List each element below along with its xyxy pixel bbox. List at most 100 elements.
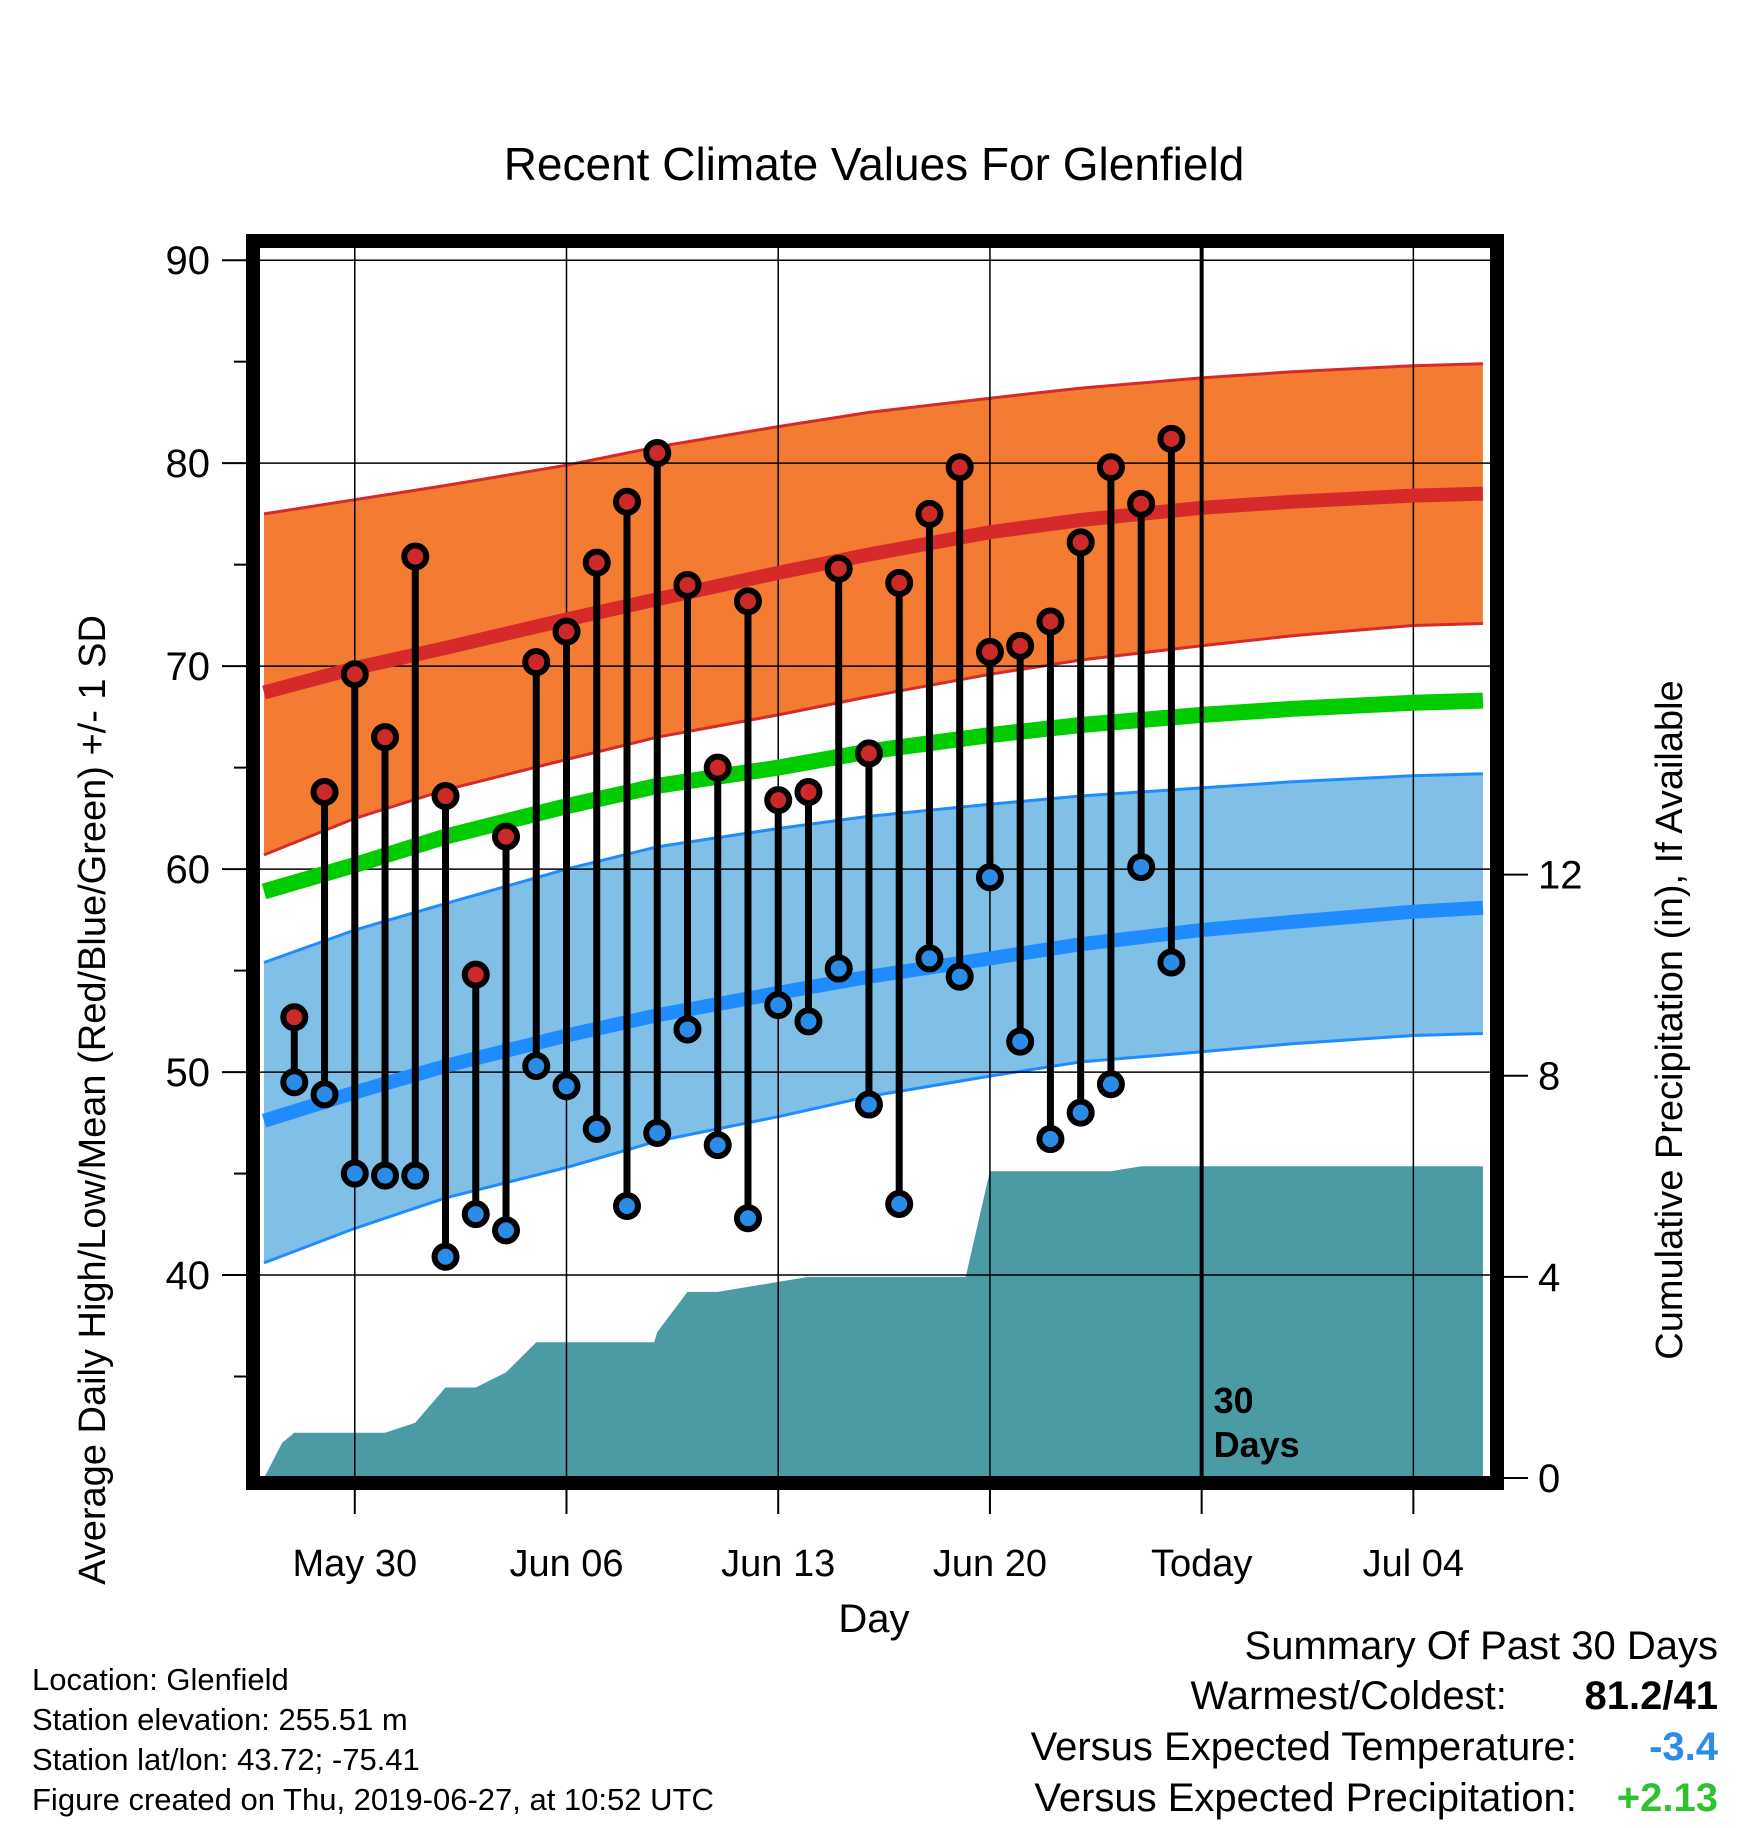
y2-axis-label: Cumulative Precipitation (in), If Availa… (1649, 680, 1691, 1359)
high-normal-band-upper-edge (263, 362, 1483, 516)
observed-low-point (280, 1068, 309, 1097)
summary-temp-row: Versus Expected Temperature: -3.4 (1031, 1725, 1718, 1770)
observed-low-point (885, 1189, 914, 1218)
y2-tick-label: 12 (1538, 854, 1583, 898)
summary-warmest-label: Warmest/Coldest: (1190, 1674, 1507, 1718)
observed-low-point (794, 1007, 823, 1036)
y2-tick-label: 8 (1538, 1055, 1560, 1099)
y-tick-label: 70 (166, 645, 211, 689)
observed-low-point (340, 1159, 369, 1188)
observed-high-point (552, 617, 581, 646)
observed-high-point (612, 487, 641, 516)
observed-low-point (612, 1192, 641, 1221)
observed-low-point (643, 1118, 672, 1147)
high-normal-line (262, 486, 1484, 700)
observed-low-point (975, 863, 1004, 892)
summary-warmest-row: Warmest/Coldest: 81.2/41 (1191, 1674, 1719, 1719)
observed-high-point (1006, 631, 1035, 660)
observed-high-point (582, 548, 611, 577)
observed-low-point (461, 1200, 490, 1229)
y-tick-label: 50 (166, 1051, 211, 1095)
observed-low-point (431, 1242, 460, 1271)
footer-latlon: Station lat/lon: 43.72; -75.41 (32, 1742, 420, 1777)
observed-high-point (1066, 528, 1095, 557)
summary-precip-row: Versus Expected Precipitation: +2.13 (1034, 1776, 1718, 1821)
observed-high-point (794, 777, 823, 806)
observed-low-point (915, 944, 944, 973)
summary-precip-value: +2.13 (1616, 1776, 1718, 1820)
observed-low-point (733, 1204, 762, 1233)
observed-high-point (1127, 489, 1156, 518)
chart-title: Recent Climate Values For Glenfield (504, 138, 1245, 190)
x-tick-label: May 30 (292, 1543, 417, 1585)
x-tick-label: Today (1151, 1543, 1252, 1585)
observed-high-point (975, 637, 1004, 666)
observed-high-point (885, 568, 914, 597)
observed-low-point (673, 1015, 702, 1044)
observed-high-point (371, 723, 400, 752)
observed-low-point (1006, 1027, 1035, 1056)
x-tick-label: Jun 20 (933, 1543, 1047, 1585)
observed-low-point (1127, 853, 1156, 882)
observed-low-point (1096, 1070, 1125, 1099)
observed-low-point (945, 962, 974, 991)
observed-low-point (824, 954, 853, 983)
observed-high-point (643, 439, 672, 468)
precipitation-area (264, 1166, 1483, 1478)
y-axis-label: Average Daily High/Low/Mean (Red/Blue/Gr… (72, 615, 114, 1585)
observed-high-point (945, 453, 974, 482)
y-tick-label: 80 (166, 442, 211, 486)
observed-high-point (340, 660, 369, 689)
observed-high-point (492, 822, 521, 851)
y-tick-label: 40 (166, 1254, 211, 1298)
observed-low-point (1066, 1098, 1095, 1127)
observed-high-point (522, 648, 551, 677)
observed-low-point (582, 1114, 611, 1143)
observed-low-point (854, 1090, 883, 1119)
observed-high-point (280, 1003, 309, 1032)
observed-low-point (310, 1080, 339, 1109)
observed-low-point (1036, 1125, 1065, 1154)
x-axis-label: Day (838, 1597, 909, 1641)
observed-high-point (733, 587, 762, 616)
observed-high-point (703, 753, 732, 782)
observed-high-point (854, 739, 883, 768)
summary-temp-value: -3.4 (1649, 1725, 1718, 1769)
observed-low-point (401, 1161, 430, 1190)
observed-high-point (310, 777, 339, 806)
observed-high-point (764, 786, 793, 815)
observed-low-point (1157, 948, 1186, 977)
observed-high-point (1096, 453, 1125, 482)
observed-low-point (492, 1216, 521, 1245)
observed-high-point (1157, 424, 1186, 453)
observed-low-point (703, 1131, 732, 1160)
summary-precip-label: Versus Expected Precipitation: (1034, 1776, 1577, 1820)
observed-high-point (461, 960, 490, 989)
footer-location: Location: Glenfield (32, 1662, 289, 1697)
chart-axes: 40 50 60 70 80 90 0 4 8 12 May 30 Jun 06 Jun 13 Jun 2… (166, 234, 1583, 1585)
summary-warmest-value: 81.2/41 (1584, 1674, 1718, 1718)
observed-low-point (552, 1072, 581, 1101)
summary-temp-label: Versus Expected Temperature: (1030, 1725, 1577, 1769)
observed-low-point (764, 991, 793, 1020)
observed-high-point (824, 554, 853, 583)
observed-low-point (371, 1161, 400, 1190)
observed-high-point (673, 570, 702, 599)
x-tick-label: Jun 06 (509, 1543, 623, 1585)
footer-elevation: Station elevation: 255.51 m (32, 1702, 408, 1737)
footer-created: Figure created on Thu, 2019-06-27, at 10… (32, 1782, 714, 1817)
today-annotation-1: 30 (1214, 1380, 1254, 1421)
observed-high-point (431, 782, 460, 811)
x-tick-label: Jun 13 (721, 1543, 835, 1585)
summary-title: Summary Of Past 30 Days (1244, 1624, 1718, 1668)
observed-high-point (401, 542, 430, 571)
y2-tick-label: 0 (1538, 1457, 1560, 1501)
x-tick-label: Jul 04 (1363, 1543, 1464, 1585)
observed-low-point (522, 1051, 551, 1080)
y-tick-label: 60 (166, 848, 211, 892)
y2-tick-label: 4 (1538, 1256, 1560, 1300)
observed-high-point (1036, 607, 1065, 636)
today-annotation-2: Days (1214, 1424, 1300, 1465)
